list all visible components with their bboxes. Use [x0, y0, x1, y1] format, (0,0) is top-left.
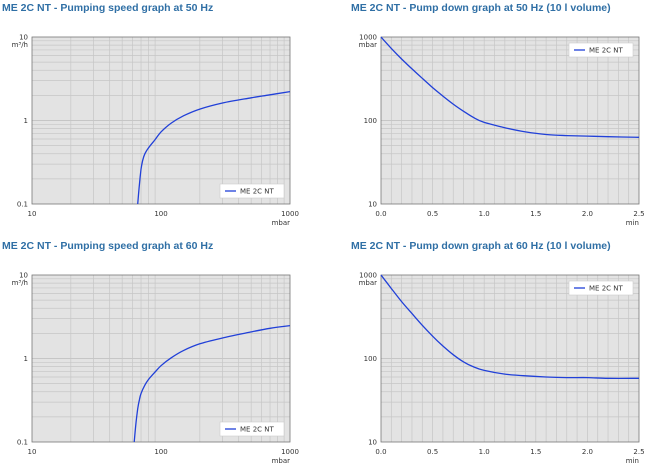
legend-box: [219, 183, 285, 199]
x-tick-label: 0.0: [375, 210, 386, 218]
y-tick-label: 100: [364, 117, 377, 125]
pump-down-chart-50hz: 10 100 1000 0.0 0.5 1.0 1.5 2.0 2.5 mbar min ME 2C …: [359, 34, 645, 228]
y-axis-unit: mbar: [359, 279, 378, 287]
x-tick-label: 1.5: [530, 448, 541, 456]
y-tick-label: 10: [19, 34, 28, 42]
pumping-speed-chart-50hz: 0.1 1 10 10 100 1000 m³/h mbar ME 2C NT: [12, 34, 299, 228]
legend-label: ME 2C NT: [589, 47, 623, 55]
x-tick-label: 100: [154, 210, 167, 218]
y-tick-label: 10: [368, 201, 377, 209]
x-axis-unit: mbar: [272, 457, 291, 465]
series-line: [133, 324, 291, 443]
chart-title: ME 2C NT - Pumping speed graph at 50 Hz: [2, 2, 214, 14]
grid: [381, 275, 639, 442]
y-axis-unit: mbar: [359, 41, 378, 49]
chart-title: ME 2C NT - Pump down graph at 60 Hz (10 …: [351, 240, 611, 252]
pumping-speed-chart-60hz: 0.1 1 10 10 100 1000 m³/h mbar ME 2C NT: [12, 272, 299, 466]
panel-speed-50hz: ME 2C NT - Pumping speed graph at 50 Hz …: [2, 2, 322, 232]
legend-box: [568, 280, 634, 296]
legend-box: [219, 421, 285, 437]
y-tick-label: 100: [364, 355, 377, 363]
x-tick-label: 1.5: [530, 210, 541, 218]
legend-label: ME 2C NT: [240, 188, 274, 196]
legend: ME 2C NT: [568, 280, 634, 296]
panel-speed-60hz: ME 2C NT - Pumping speed graph at 60 Hz …: [2, 240, 322, 470]
x-tick-label: 1.0: [479, 448, 490, 456]
y-tick-label: 1000: [359, 34, 377, 42]
x-tick-label: 10: [28, 448, 37, 456]
x-tick-label: 2.5: [633, 210, 644, 218]
legend: ME 2C NT: [219, 183, 285, 199]
grid: [32, 37, 290, 204]
legend: ME 2C NT: [568, 42, 634, 58]
grid: [381, 37, 639, 204]
x-tick-label: 0.0: [375, 448, 386, 456]
x-tick-label: 1000: [281, 448, 299, 456]
plot-frame: [31, 36, 291, 205]
series-line: [380, 274, 640, 379]
y-axis-unit: m³/h: [12, 41, 28, 49]
x-tick-label: 2.0: [582, 210, 593, 218]
x-tick-label: 2.5: [633, 448, 644, 456]
x-tick-label: 10: [28, 210, 37, 218]
x-axis-unit: min: [626, 457, 639, 465]
y-tick-label: 0.1: [17, 439, 28, 447]
plot-frame: [31, 274, 291, 443]
series-line: [380, 36, 640, 138]
plot-frame: [380, 36, 640, 205]
y-axis-unit: m³/h: [12, 279, 28, 287]
panel-pumpdown-50hz: ME 2C NT - Pump down graph at 50 Hz (10 …: [351, 2, 653, 232]
legend-label: ME 2C NT: [240, 426, 274, 434]
y-tick-label: 1: [24, 117, 28, 125]
y-tick-label: 0.1: [17, 201, 28, 209]
legend-box: [568, 42, 634, 58]
x-tick-label: 0.5: [427, 210, 438, 218]
legend-label: ME 2C NT: [589, 285, 623, 293]
y-tick-label: 10: [19, 272, 28, 280]
x-tick-label: 2.0: [582, 448, 593, 456]
x-tick-label: 100: [154, 448, 167, 456]
grid: [32, 275, 290, 442]
series-line: [137, 90, 291, 205]
y-tick-label: 1000: [359, 272, 377, 280]
x-axis-unit: min: [626, 219, 639, 227]
y-tick-label: 10: [368, 439, 377, 447]
x-tick-label: 1.0: [479, 210, 490, 218]
x-tick-label: 0.5: [427, 448, 438, 456]
chart-title: ME 2C NT - Pump down graph at 50 Hz (10 …: [351, 2, 611, 14]
legend: ME 2C NT: [219, 421, 285, 437]
y-tick-label: 1: [24, 355, 28, 363]
x-axis-unit: mbar: [272, 219, 291, 227]
chart-title: ME 2C NT - Pumping speed graph at 60 Hz: [2, 240, 214, 252]
plot-frame: [380, 274, 640, 443]
x-tick-label: 1000: [281, 210, 299, 218]
pump-down-chart-60hz: 10 100 1000 0.0 0.5 1.0 1.5 2.0 2.5 mbar min ME 2C …: [359, 272, 645, 466]
panel-pumpdown-60hz: ME 2C NT - Pump down graph at 60 Hz (10 …: [351, 240, 653, 470]
